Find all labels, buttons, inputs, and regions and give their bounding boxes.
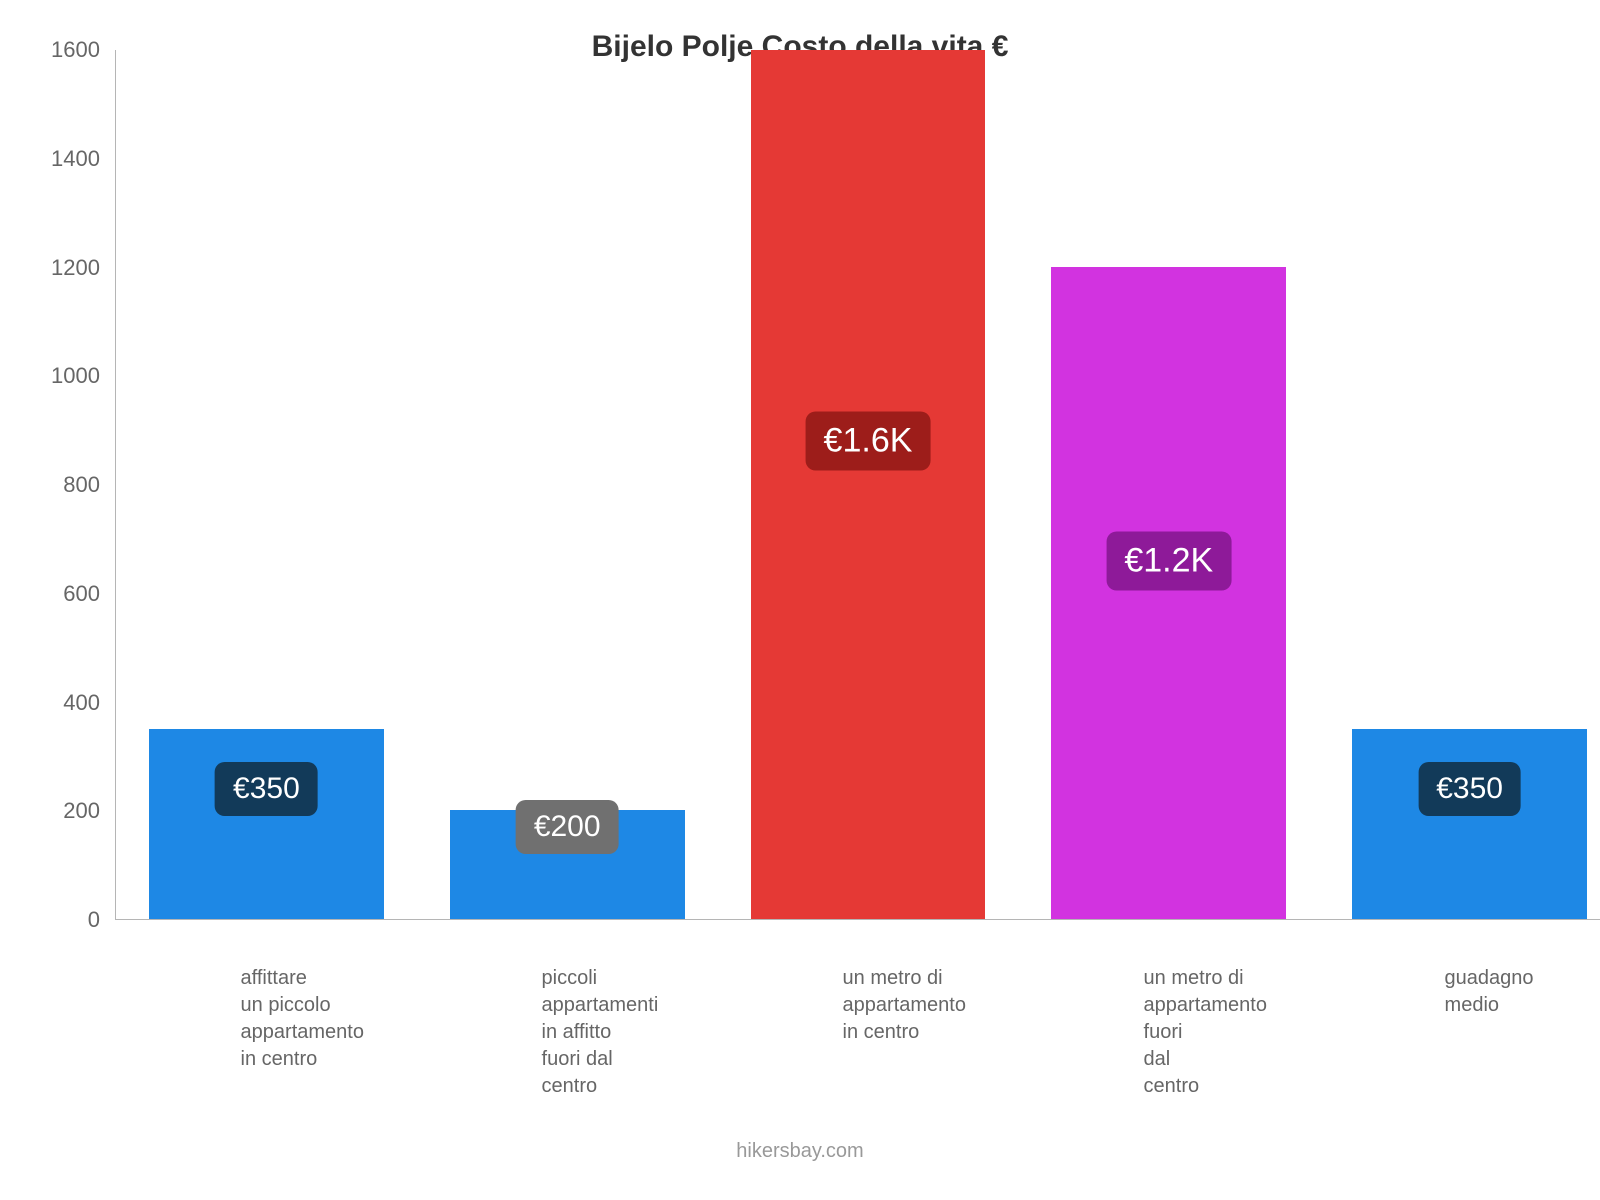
y-tick-label: 600 <box>40 581 100 607</box>
x-axis-label: un metro di appartamento fuori dal centr… <box>978 965 1279 1100</box>
y-tick-label: 1600 <box>40 37 100 63</box>
y-tick-label: 1200 <box>40 255 100 281</box>
bar-slot: €200 <box>417 50 718 919</box>
attribution-text: hikersbay.com <box>0 1140 1600 1163</box>
x-axis-label: un metro di appartamento in centro <box>677 965 978 1100</box>
bar-value-badge: €350 <box>215 762 318 816</box>
bar-value-badge: €1.6K <box>806 412 931 471</box>
x-axis-label: affittare un piccolo appartamento in cen… <box>75 965 376 1100</box>
x-axis-labels: affittare un piccolo appartamento in cen… <box>75 965 1580 1100</box>
bar <box>149 729 384 919</box>
bar-slot: €1.2K <box>1018 50 1319 919</box>
y-axis: 02004006008001000120014001600 <box>40 50 110 920</box>
y-tick-label: 1000 <box>40 363 100 389</box>
y-tick-label: 0 <box>40 907 100 933</box>
bars-group: €350 €200 €1.6K €1.2K €350 <box>116 50 1600 919</box>
bar <box>1352 729 1587 919</box>
x-axis-label: piccoli appartamenti in affitto fuori da… <box>376 965 677 1100</box>
bar-value-badge: €200 <box>516 800 619 854</box>
bar <box>751 50 986 919</box>
bar-slot: €350 <box>116 50 417 919</box>
plot-inner: €350 €200 €1.6K €1.2K €350 <box>115 50 1600 920</box>
x-axis-label: guadagno medio <box>1279 965 1580 1100</box>
y-tick-label: 1400 <box>40 146 100 172</box>
y-tick-label: 400 <box>40 690 100 716</box>
plot-area: 02004006008001000120014001600 €350€200€1… <box>40 50 1600 920</box>
bar-value-badge: €1.2K <box>1106 531 1231 590</box>
y-tick-label: 200 <box>40 798 100 824</box>
bar <box>1051 267 1286 919</box>
bar-slot: €1.6K <box>718 50 1019 919</box>
bar-value-badge: €350 <box>1418 762 1521 816</box>
y-tick-label: 800 <box>40 472 100 498</box>
bar-slot: €350 <box>1319 50 1600 919</box>
chart-container: Bijelo Polje Costo della vita € 02004006… <box>0 0 1600 1200</box>
